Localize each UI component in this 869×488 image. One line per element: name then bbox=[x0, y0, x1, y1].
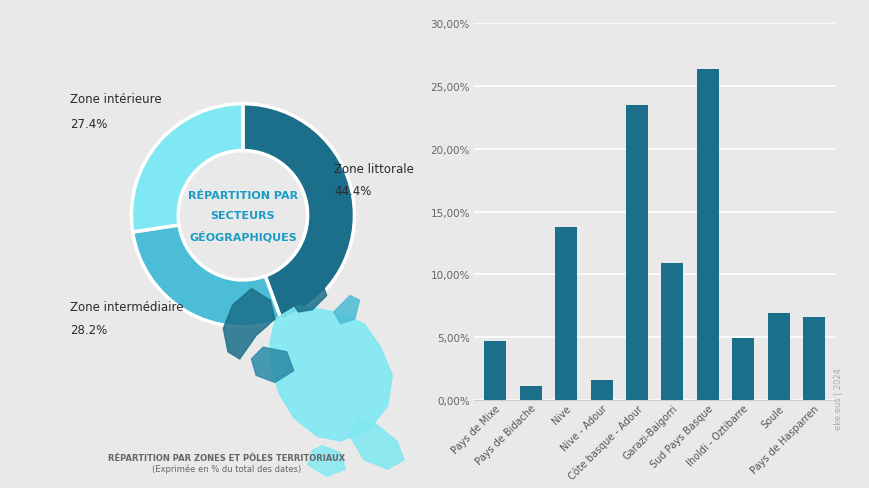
Wedge shape bbox=[131, 104, 242, 232]
Polygon shape bbox=[308, 446, 345, 476]
Polygon shape bbox=[251, 347, 294, 383]
Text: RÉPARTITION PAR: RÉPARTITION PAR bbox=[188, 191, 298, 201]
Bar bbox=[660, 264, 682, 400]
Polygon shape bbox=[349, 418, 403, 469]
Bar bbox=[732, 339, 753, 400]
Bar bbox=[802, 318, 824, 400]
Bar bbox=[554, 227, 576, 400]
Polygon shape bbox=[270, 305, 392, 441]
Bar bbox=[626, 106, 647, 400]
Wedge shape bbox=[132, 225, 281, 327]
Text: eke.eus | 2024: eke.eus | 2024 bbox=[833, 367, 842, 429]
Bar bbox=[484, 341, 506, 400]
Text: (Exprimée en % du total des dates): (Exprimée en % du total des dates) bbox=[151, 464, 301, 473]
Text: RÉPARTITION PAR ZONES ET PÔLES TERRITORIAUX: RÉPARTITION PAR ZONES ET PÔLES TERRITORI… bbox=[108, 453, 344, 462]
Text: 28.2%: 28.2% bbox=[70, 323, 107, 336]
Text: SECTEURS: SECTEURS bbox=[210, 211, 275, 221]
Text: 44.4%: 44.4% bbox=[334, 185, 371, 198]
Polygon shape bbox=[294, 282, 326, 312]
Bar bbox=[696, 69, 718, 400]
Bar bbox=[519, 386, 541, 400]
Bar bbox=[766, 314, 789, 400]
Text: Zone intermédiaire: Zone intermédiaire bbox=[70, 301, 183, 314]
Polygon shape bbox=[223, 289, 275, 359]
Bar bbox=[590, 380, 612, 400]
Text: 27.4%: 27.4% bbox=[70, 118, 107, 131]
Text: Zone littorale: Zone littorale bbox=[334, 163, 414, 176]
Wedge shape bbox=[242, 104, 354, 320]
Text: GÉOGRAPHIQUES: GÉOGRAPHIQUES bbox=[189, 230, 296, 242]
Text: Zone intérieure: Zone intérieure bbox=[70, 92, 162, 105]
Polygon shape bbox=[333, 296, 359, 324]
